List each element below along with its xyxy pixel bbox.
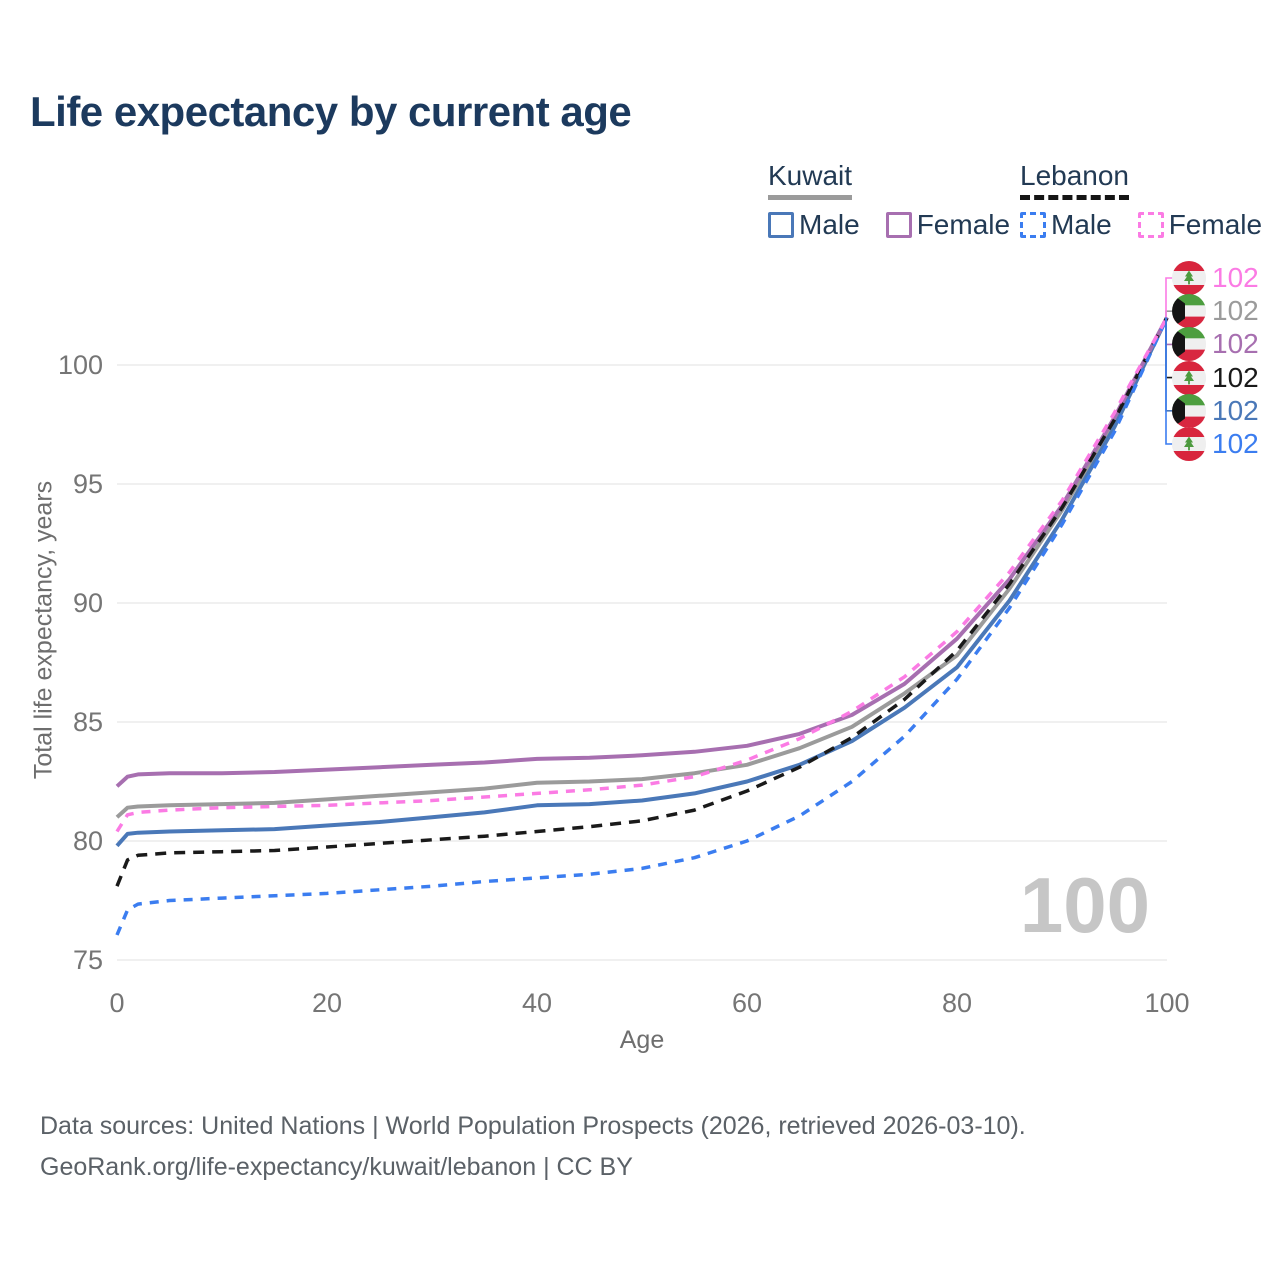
footer-sources-line: Data sources: United Nations | World Pop… — [40, 1112, 1026, 1140]
legend-country-kuwait: Kuwait — [768, 160, 853, 200]
kuwait-flag-icon — [1172, 327, 1206, 362]
legend-country-lebanon: Lebanon — [1020, 160, 1130, 200]
endpoint-connector-lebanon-male — [1165, 317, 1173, 445]
y-tick-80: 80 — [73, 826, 103, 856]
series-line-kuwait-female — [115, 316, 1169, 788]
series-line-kuwait — [115, 316, 1169, 819]
endpoint-connector-kuwait-male — [1165, 317, 1173, 412]
x-axis-title: Age — [619, 1026, 665, 1054]
series-line-kuwait-male — [115, 316, 1169, 848]
endpoint-connector-lebanon-female — [1165, 277, 1173, 318]
lebanon-flag-icon — [1172, 427, 1206, 461]
lebanon-flag-icon — [1172, 360, 1206, 395]
legend-label-kuwait-female: Female — [916, 209, 1011, 240]
lebanon-male-swatch — [1020, 212, 1046, 238]
legend-label-lebanon-female: Female — [1168, 209, 1263, 240]
series-line-lebanon — [115, 316, 1169, 887]
legend-item-kuwait-female: Female — [885, 209, 1011, 241]
endpoint-value-kuwait-male: 102 — [1212, 394, 1259, 426]
legend-label-kuwait-male: Male — [799, 209, 860, 240]
y-tick-75: 75 — [73, 945, 103, 975]
kuwait-flag-icon — [1172, 294, 1206, 329]
endpoint-value-lebanon-female: 102 — [1212, 262, 1259, 293]
kuwait-male-swatch — [768, 212, 794, 238]
y-tick-85: 85 — [73, 707, 103, 737]
y-tick-95: 95 — [73, 469, 103, 499]
legend-group-lebanon: Lebanon Male Female — [1020, 160, 1262, 241]
legend-label-lebanon-male: Male — [1051, 209, 1112, 240]
endpoint-value-kuwait: 102 — [1212, 295, 1259, 327]
legend-item-kuwait-male: Male — [768, 209, 860, 241]
page-title: Life expectancy by current age — [30, 88, 632, 135]
x-tick-20: 20 — [312, 988, 342, 1018]
endpoint-value-kuwait-female: 102 — [1212, 328, 1259, 360]
lebanon-flag-icon — [1172, 261, 1206, 295]
series-line-lebanon-male — [115, 316, 1169, 936]
series-line-lebanon-female — [115, 316, 1169, 833]
x-tick-0: 0 — [109, 988, 124, 1018]
x-tick-80: 80 — [942, 988, 972, 1018]
legend-group-kuwait: Kuwait Male Female — [768, 160, 1010, 241]
y-tick-90: 90 — [73, 588, 103, 618]
footer: Data sources: United Nations | World Pop… — [40, 1106, 1026, 1188]
footer-attribution-line: GeoRank.org/life-expectancy/kuwait/leban… — [40, 1153, 633, 1181]
x-tick-100: 100 — [1144, 988, 1189, 1018]
lebanon-female-swatch — [1137, 212, 1164, 238]
endpoint-value-lebanon-male: 102 — [1212, 428, 1259, 459]
x-tick-40: 40 — [522, 988, 552, 1018]
legend-item-lebanon-female: Female — [1137, 209, 1263, 241]
legend-item-lebanon-male: Male — [1020, 209, 1112, 241]
y-tick-100: 100 — [58, 350, 103, 380]
endpoint-value-lebanon: 102 — [1212, 361, 1259, 393]
x-tick-60: 60 — [732, 988, 762, 1018]
kuwait-flag-icon — [1172, 393, 1206, 428]
y-axis-title: Total life expectancy, years — [29, 480, 58, 780]
kuwait-female-swatch — [885, 212, 912, 238]
age-watermark: 100 — [1019, 861, 1150, 949]
